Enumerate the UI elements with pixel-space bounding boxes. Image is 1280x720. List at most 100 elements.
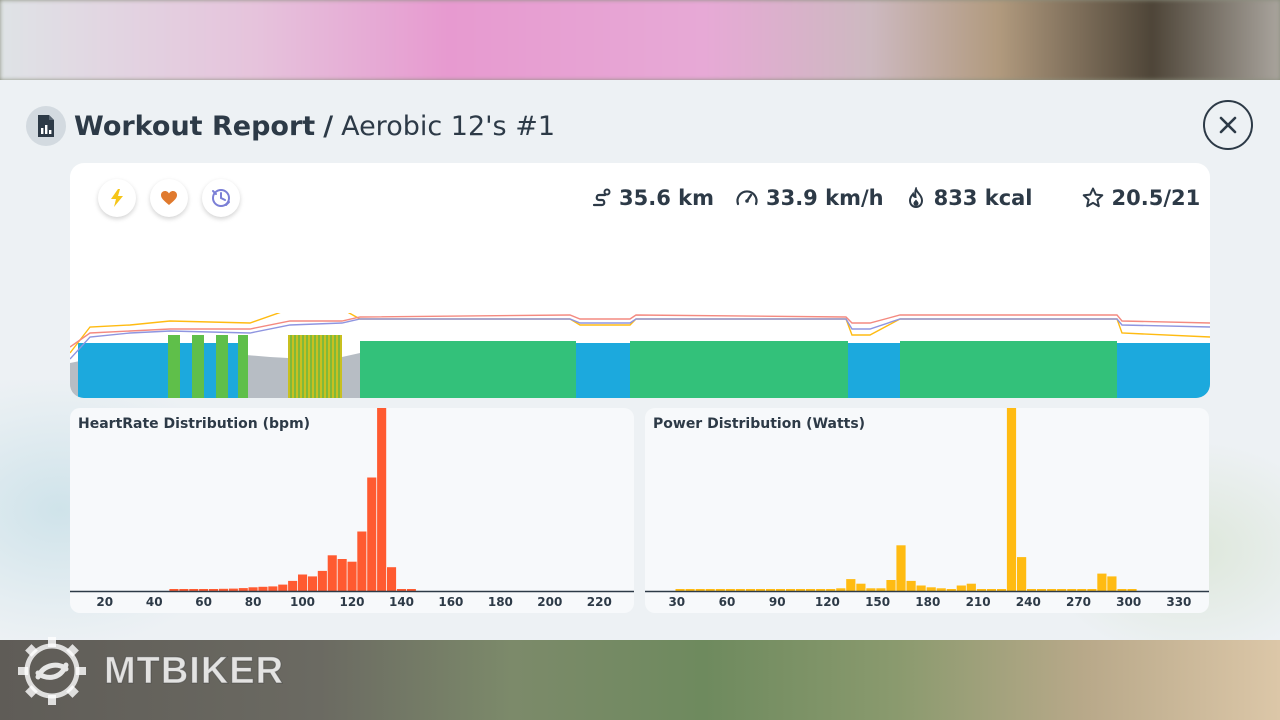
power-distribution-bar xyxy=(896,545,906,592)
power-distribution-title: Power Distribution (Watts) xyxy=(653,416,866,432)
cadence-icon xyxy=(212,189,230,207)
heart-rate-distribution-bar xyxy=(396,589,406,591)
timeline-interval-block xyxy=(238,335,248,398)
power-toggle-button[interactable] xyxy=(98,179,136,217)
heart-rate-distribution-bar xyxy=(317,570,327,591)
power-distribution-bar xyxy=(695,589,705,591)
timeline-interval-stripe xyxy=(330,335,332,398)
power-distribution-bar xyxy=(1027,589,1037,591)
power-distribution-tick-label: 240 xyxy=(1016,595,1041,609)
heart-rate-distribution-bar xyxy=(377,408,387,591)
power-distribution-bar xyxy=(876,588,886,591)
power-distribution-bar xyxy=(1037,589,1047,591)
heart-rate-distribution-tick-label: 180 xyxy=(488,595,513,609)
power-distribution-bar xyxy=(705,589,715,591)
score-value: 20.5/21 xyxy=(1111,186,1201,210)
heart-rate-distribution-chart: 20 40 60 80 100 120 140 160 180 200 220 xyxy=(70,408,634,609)
timeline-interval-stripe xyxy=(338,335,340,398)
power-distribution-tick-label: 270 xyxy=(1066,595,1091,609)
watermark-text: MTBIKER xyxy=(103,649,285,692)
power-distribution-bar xyxy=(926,587,936,591)
route-icon xyxy=(592,188,611,207)
power-distribution-bar xyxy=(866,588,876,591)
heart-rate-distribution-bar xyxy=(218,588,228,591)
workout-timeline-chart xyxy=(70,313,1210,398)
heart-rate-distribution-bar xyxy=(189,589,199,591)
power-distribution-bar xyxy=(946,589,956,591)
timeline-trace-line xyxy=(70,318,1210,360)
heart-rate-distribution-bar xyxy=(367,477,377,591)
timeline-interval-stripe xyxy=(290,335,292,398)
background-top xyxy=(0,0,1280,80)
speed-stat: 33.9 km/h xyxy=(735,186,884,210)
heart-rate-distribution-title: HeartRate Distribution (bpm) xyxy=(78,416,311,432)
power-distribution-bar xyxy=(966,583,976,591)
power-distribution-bar xyxy=(1127,589,1137,591)
heart-rate-distribution-bar xyxy=(298,574,308,591)
power-distribution-tick-label: 120 xyxy=(815,595,840,609)
heart-rate-distribution-bar xyxy=(337,559,347,591)
power-distribution-bar xyxy=(1117,589,1127,591)
close-icon xyxy=(1219,116,1237,134)
power-distribution-bar xyxy=(1097,573,1107,591)
heart-rate-toggle-button[interactable] xyxy=(150,179,188,217)
timeline-interval-stripe xyxy=(318,335,320,398)
power-distribution-bar xyxy=(856,583,866,591)
heart-rate-distribution-bar xyxy=(238,588,248,591)
heart-rate-distribution-bar xyxy=(327,555,337,591)
heart-rate-distribution-tick-label: 140 xyxy=(389,595,414,609)
background-bottom xyxy=(0,640,1280,720)
power-distribution-bar xyxy=(745,589,755,591)
distance-value: 35.6 km xyxy=(619,186,714,210)
power-distribution-bar xyxy=(836,588,846,591)
report-document-icon xyxy=(26,106,66,146)
heart-rate-distribution-bar xyxy=(288,580,298,591)
timeline-interval-stripe xyxy=(322,335,324,398)
workout-name: Aerobic 12's #1 xyxy=(341,110,556,142)
close-button[interactable] xyxy=(1203,100,1253,150)
heart-rate-distribution-tick-label: 220 xyxy=(587,595,612,609)
power-distribution-bar xyxy=(1067,589,1077,591)
power-distribution-bar xyxy=(775,589,786,591)
flame-icon xyxy=(908,187,923,209)
timeline-interval-block xyxy=(192,335,204,398)
power-distribution-bar xyxy=(1107,576,1117,591)
power-distribution-tick-label: 60 xyxy=(719,595,736,609)
power-distribution-bar xyxy=(675,589,685,591)
heart-rate-distribution-bar xyxy=(248,587,258,591)
power-distribution-tick-label: 150 xyxy=(865,595,890,609)
workout-report-panel: Workout Report / Aerobic 12's #1 xyxy=(0,80,1280,640)
power-distribution-bar xyxy=(1006,408,1017,591)
timeline-interval-stripe xyxy=(310,335,312,398)
title-separator: / xyxy=(323,110,334,142)
cadence-toggle-button[interactable] xyxy=(202,179,240,217)
speed-value: 33.9 km/h xyxy=(765,186,884,210)
power-distribution-bar xyxy=(886,580,896,591)
power-distribution-bar xyxy=(1017,557,1027,591)
timeline-zone-block xyxy=(70,373,78,398)
timeline-interval-stripe xyxy=(314,335,316,398)
power-distribution-bar xyxy=(916,585,926,591)
heart-rate-distribution-panel: 20 40 60 80 100 120 140 160 180 200 220 HeartRate … xyxy=(70,408,634,613)
heart-rate-distribution-bar xyxy=(278,584,288,591)
timeline-zone-block xyxy=(1117,343,1210,398)
timeline-zone-block xyxy=(576,343,630,398)
power-distribution-bar xyxy=(725,589,735,591)
heart-rate-distribution-bar xyxy=(406,589,416,591)
power-distribution-bar xyxy=(1047,589,1057,591)
power-distribution-tick-label: 180 xyxy=(915,595,940,609)
power-distribution-bar xyxy=(796,589,806,591)
power-distribution-bar xyxy=(846,579,856,591)
heart-rate-distribution-bar xyxy=(268,586,278,591)
heart-rate-distribution-tick-label: 160 xyxy=(438,595,463,609)
heart-rate-distribution-bar xyxy=(199,589,209,591)
heart-rate-distribution-tick-label: 40 xyxy=(146,595,163,609)
timeline-zone-block xyxy=(900,341,1117,398)
power-distribution-bar xyxy=(715,589,725,591)
power-distribution-bar xyxy=(1057,589,1067,591)
speedometer-icon xyxy=(736,190,758,206)
star-icon xyxy=(1082,187,1103,208)
timeline-zone-block xyxy=(630,341,848,398)
heart-rate-distribution-bar xyxy=(347,561,357,591)
timeline-trace-line xyxy=(70,314,1210,348)
